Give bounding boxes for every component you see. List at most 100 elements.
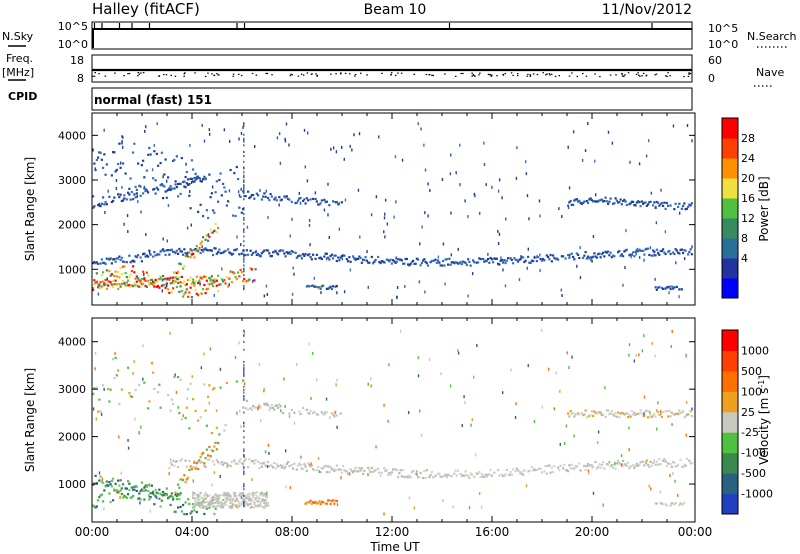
power-echo <box>198 279 201 282</box>
velocity-echo <box>629 465 632 468</box>
power-echo <box>217 290 220 293</box>
power-noise <box>594 159 596 163</box>
power-echo <box>110 174 113 177</box>
power-echo <box>580 202 583 205</box>
power-noise <box>404 284 406 288</box>
power-noise <box>648 139 650 143</box>
power-echo <box>623 198 626 201</box>
velocity-echo <box>568 464 571 467</box>
velocity-echo <box>578 462 581 465</box>
velocity-noise <box>525 484 528 488</box>
power-noise <box>538 199 541 203</box>
power-noise <box>288 143 290 147</box>
velocity-noise <box>243 329 245 332</box>
power-echo <box>238 253 241 256</box>
nave-dot <box>98 72 100 75</box>
velocity-noise <box>318 470 321 474</box>
power-echo <box>489 256 492 260</box>
velocity-echo <box>299 463 302 466</box>
power-echo <box>195 244 198 248</box>
power-echo <box>450 261 453 264</box>
velocity-echo <box>322 501 325 504</box>
power-echo <box>135 280 138 283</box>
velocity-echo <box>113 488 116 491</box>
power-echo <box>144 189 147 193</box>
power-echo <box>175 285 178 289</box>
velocity-noise <box>553 407 556 411</box>
power-echo <box>158 278 161 281</box>
velocity-echo <box>463 474 466 477</box>
power-echo <box>127 284 130 287</box>
velocity-noise <box>243 367 245 370</box>
nave-dot <box>306 72 309 74</box>
velocity-echo <box>424 476 427 480</box>
velocity-echo <box>254 497 257 500</box>
power-echo <box>105 163 108 166</box>
nave-dot <box>496 75 498 77</box>
power-echo <box>493 257 496 260</box>
power-echo <box>142 192 145 195</box>
power-noise <box>166 239 168 243</box>
velocity-echo <box>228 495 231 498</box>
power-echo <box>667 250 670 253</box>
velocity-echo <box>172 459 175 462</box>
power-echo <box>164 253 167 257</box>
power-echo <box>303 198 306 201</box>
nave-dot <box>381 72 383 74</box>
velocity-echo <box>490 474 493 477</box>
velocity-echo <box>324 502 327 505</box>
power-echo <box>117 270 120 274</box>
power-noise <box>485 183 487 187</box>
power-echo <box>144 188 147 191</box>
power-echo <box>358 255 361 258</box>
power-echo <box>263 192 266 195</box>
velocity-echo <box>323 465 326 468</box>
power-echo <box>232 271 235 274</box>
power-echo <box>460 263 463 266</box>
velocity-echo <box>212 460 215 463</box>
power-echo <box>355 257 358 260</box>
colorbar-tick-label: 1000 <box>741 344 769 357</box>
power-echo <box>220 194 223 197</box>
power-echo <box>122 199 125 202</box>
velocity-noise <box>208 401 210 405</box>
velocity-echo <box>660 415 663 419</box>
velocity-echo <box>633 411 636 414</box>
velocity-echo <box>124 495 127 499</box>
velocity-echo <box>125 496 128 499</box>
velocity-noise <box>413 506 416 510</box>
velocity-echo <box>229 495 232 498</box>
velocity-noise <box>370 377 372 381</box>
velocity-echo <box>233 459 236 462</box>
velocity-echo <box>192 496 195 499</box>
power-echo <box>445 258 448 261</box>
power-echo <box>213 281 216 284</box>
power-echo <box>394 261 397 264</box>
power-echo <box>652 249 655 252</box>
velocity-echo <box>213 463 216 466</box>
power-echo <box>188 279 191 282</box>
power-echo <box>118 255 121 258</box>
power-echo <box>195 249 198 252</box>
x-tick-label: 08:00 <box>275 525 310 539</box>
velocity-echo <box>104 485 107 488</box>
velocity-echo <box>93 387 96 390</box>
velocity-echo <box>138 492 141 495</box>
power-noise <box>643 258 645 262</box>
velocity-echo <box>662 502 665 506</box>
velocity-echo <box>643 464 646 467</box>
power-echo <box>298 197 301 200</box>
velocity-noise <box>442 499 444 503</box>
velocity-echo <box>295 468 298 471</box>
colorbar-tick-label: -500 <box>741 467 766 480</box>
power-echo <box>224 190 227 193</box>
power-noise <box>536 254 538 258</box>
velocity-noise <box>628 426 630 430</box>
power-echo <box>215 279 218 282</box>
power-echo <box>105 269 108 272</box>
velocity-echo <box>309 465 312 468</box>
power-echo <box>643 201 646 204</box>
velocity-echo <box>289 464 292 467</box>
nave-dot <box>216 72 218 75</box>
